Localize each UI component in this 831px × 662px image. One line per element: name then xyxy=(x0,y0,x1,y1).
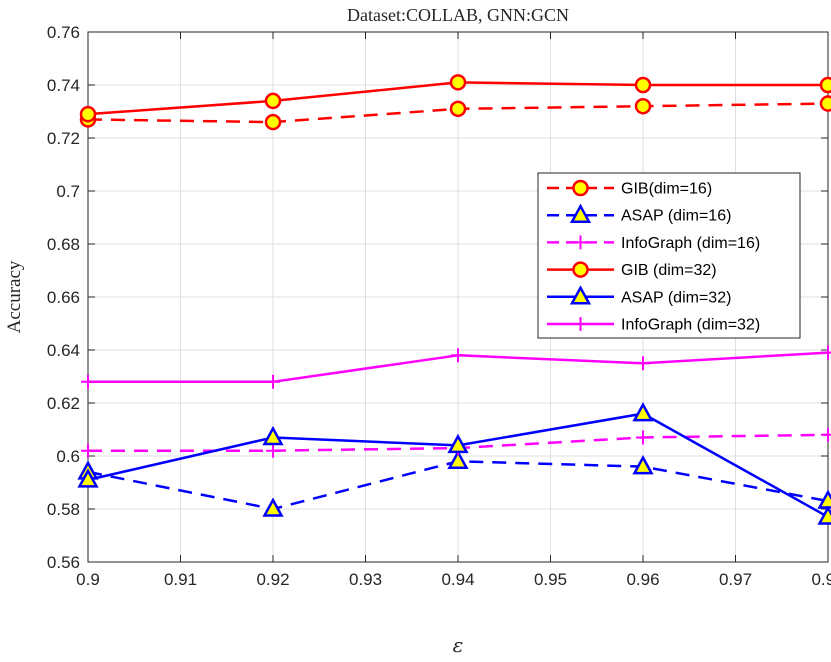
data-point xyxy=(264,113,282,131)
data-point xyxy=(636,430,650,445)
x-tick-label: 0.98 xyxy=(811,570,831,589)
x-tick-label: 0.97 xyxy=(719,570,752,589)
y-tick-label: 0.7 xyxy=(56,182,80,201)
legend-entry-label: InfoGraph (dim=32) xyxy=(621,317,760,334)
legend-marker xyxy=(569,285,592,305)
legend-entry-label: GIB(dim=16) xyxy=(621,181,712,198)
legend-box xyxy=(537,172,801,339)
data-point xyxy=(266,374,280,389)
series-5 xyxy=(81,345,831,389)
legend-entry-label: ASAP (dim=32) xyxy=(621,289,731,306)
axis-ticks: 0.9 0.91 0.92 0.93 0.94 0.95 0.96 0.97 0.98 0.56 0… xyxy=(47,23,831,589)
y-axis-label: Accuracy xyxy=(4,260,25,333)
data-point xyxy=(634,76,652,94)
data-point xyxy=(821,427,831,442)
data-point xyxy=(632,455,654,475)
legend-marker xyxy=(573,317,588,331)
y-tick-label: 0.76 xyxy=(47,23,80,42)
legend-entry-label: ASAP (dim=16) xyxy=(621,208,731,225)
y-tick-label: 0.72 xyxy=(47,129,80,148)
series-1 xyxy=(77,449,831,517)
x-tick-label: 0.91 xyxy=(164,570,197,589)
data-point xyxy=(449,74,467,91)
data-point xyxy=(821,345,831,360)
x-tick-label: 0.92 xyxy=(256,570,289,589)
x-tick-label: 0.9 xyxy=(76,570,100,589)
series-0 xyxy=(79,95,831,131)
x-tick-label: 0.95 xyxy=(534,570,567,589)
y-tick-label: 0.62 xyxy=(47,394,80,413)
data-point xyxy=(262,425,284,446)
data-point xyxy=(449,100,467,118)
data-point xyxy=(632,402,654,422)
legend-marker xyxy=(569,203,592,223)
y-tick-label: 0.56 xyxy=(47,553,80,572)
y-tick-label: 0.74 xyxy=(47,76,80,95)
x-axis-label: ε xyxy=(453,633,464,657)
data-point xyxy=(636,356,650,371)
chart-title: Dataset:COLLAB, GNN:GCN xyxy=(347,5,569,25)
y-tick-label: 0.6 xyxy=(56,447,80,466)
data-point xyxy=(817,505,831,525)
legend-marker xyxy=(572,179,589,197)
data-point xyxy=(447,449,469,470)
data-point xyxy=(81,443,95,458)
legend-entry-label: GIB (dim=32) xyxy=(621,262,717,279)
data-point xyxy=(264,92,282,110)
data-point xyxy=(77,468,99,488)
data-point xyxy=(451,348,465,363)
data-point xyxy=(819,95,831,112)
data-point xyxy=(634,97,652,115)
x-tick-label: 0.93 xyxy=(349,570,382,589)
y-tick-label: 0.64 xyxy=(47,341,80,360)
data-point xyxy=(81,374,95,389)
series-lines xyxy=(77,74,831,525)
data-point xyxy=(819,76,831,94)
legend-marker xyxy=(572,261,589,278)
series-4 xyxy=(77,402,831,525)
data-point xyxy=(79,105,97,123)
y-tick-label: 0.68 xyxy=(47,235,80,254)
y-tick-label: 0.58 xyxy=(47,500,80,519)
x-tick-label: 0.96 xyxy=(626,570,659,589)
x-tick-label: 0.94 xyxy=(441,570,474,589)
legend-entry-label: InfoGraph (dim=16) xyxy=(621,235,760,252)
series-3 xyxy=(79,74,831,123)
data-point xyxy=(266,443,280,458)
data-point xyxy=(262,497,284,517)
y-tick-label: 0.66 xyxy=(47,288,80,307)
legend-marker xyxy=(573,235,588,250)
data-point xyxy=(447,433,469,454)
legend: GIB(dim=16) ASAP (dim=16) InfoGraph (dim=1… xyxy=(537,172,801,339)
